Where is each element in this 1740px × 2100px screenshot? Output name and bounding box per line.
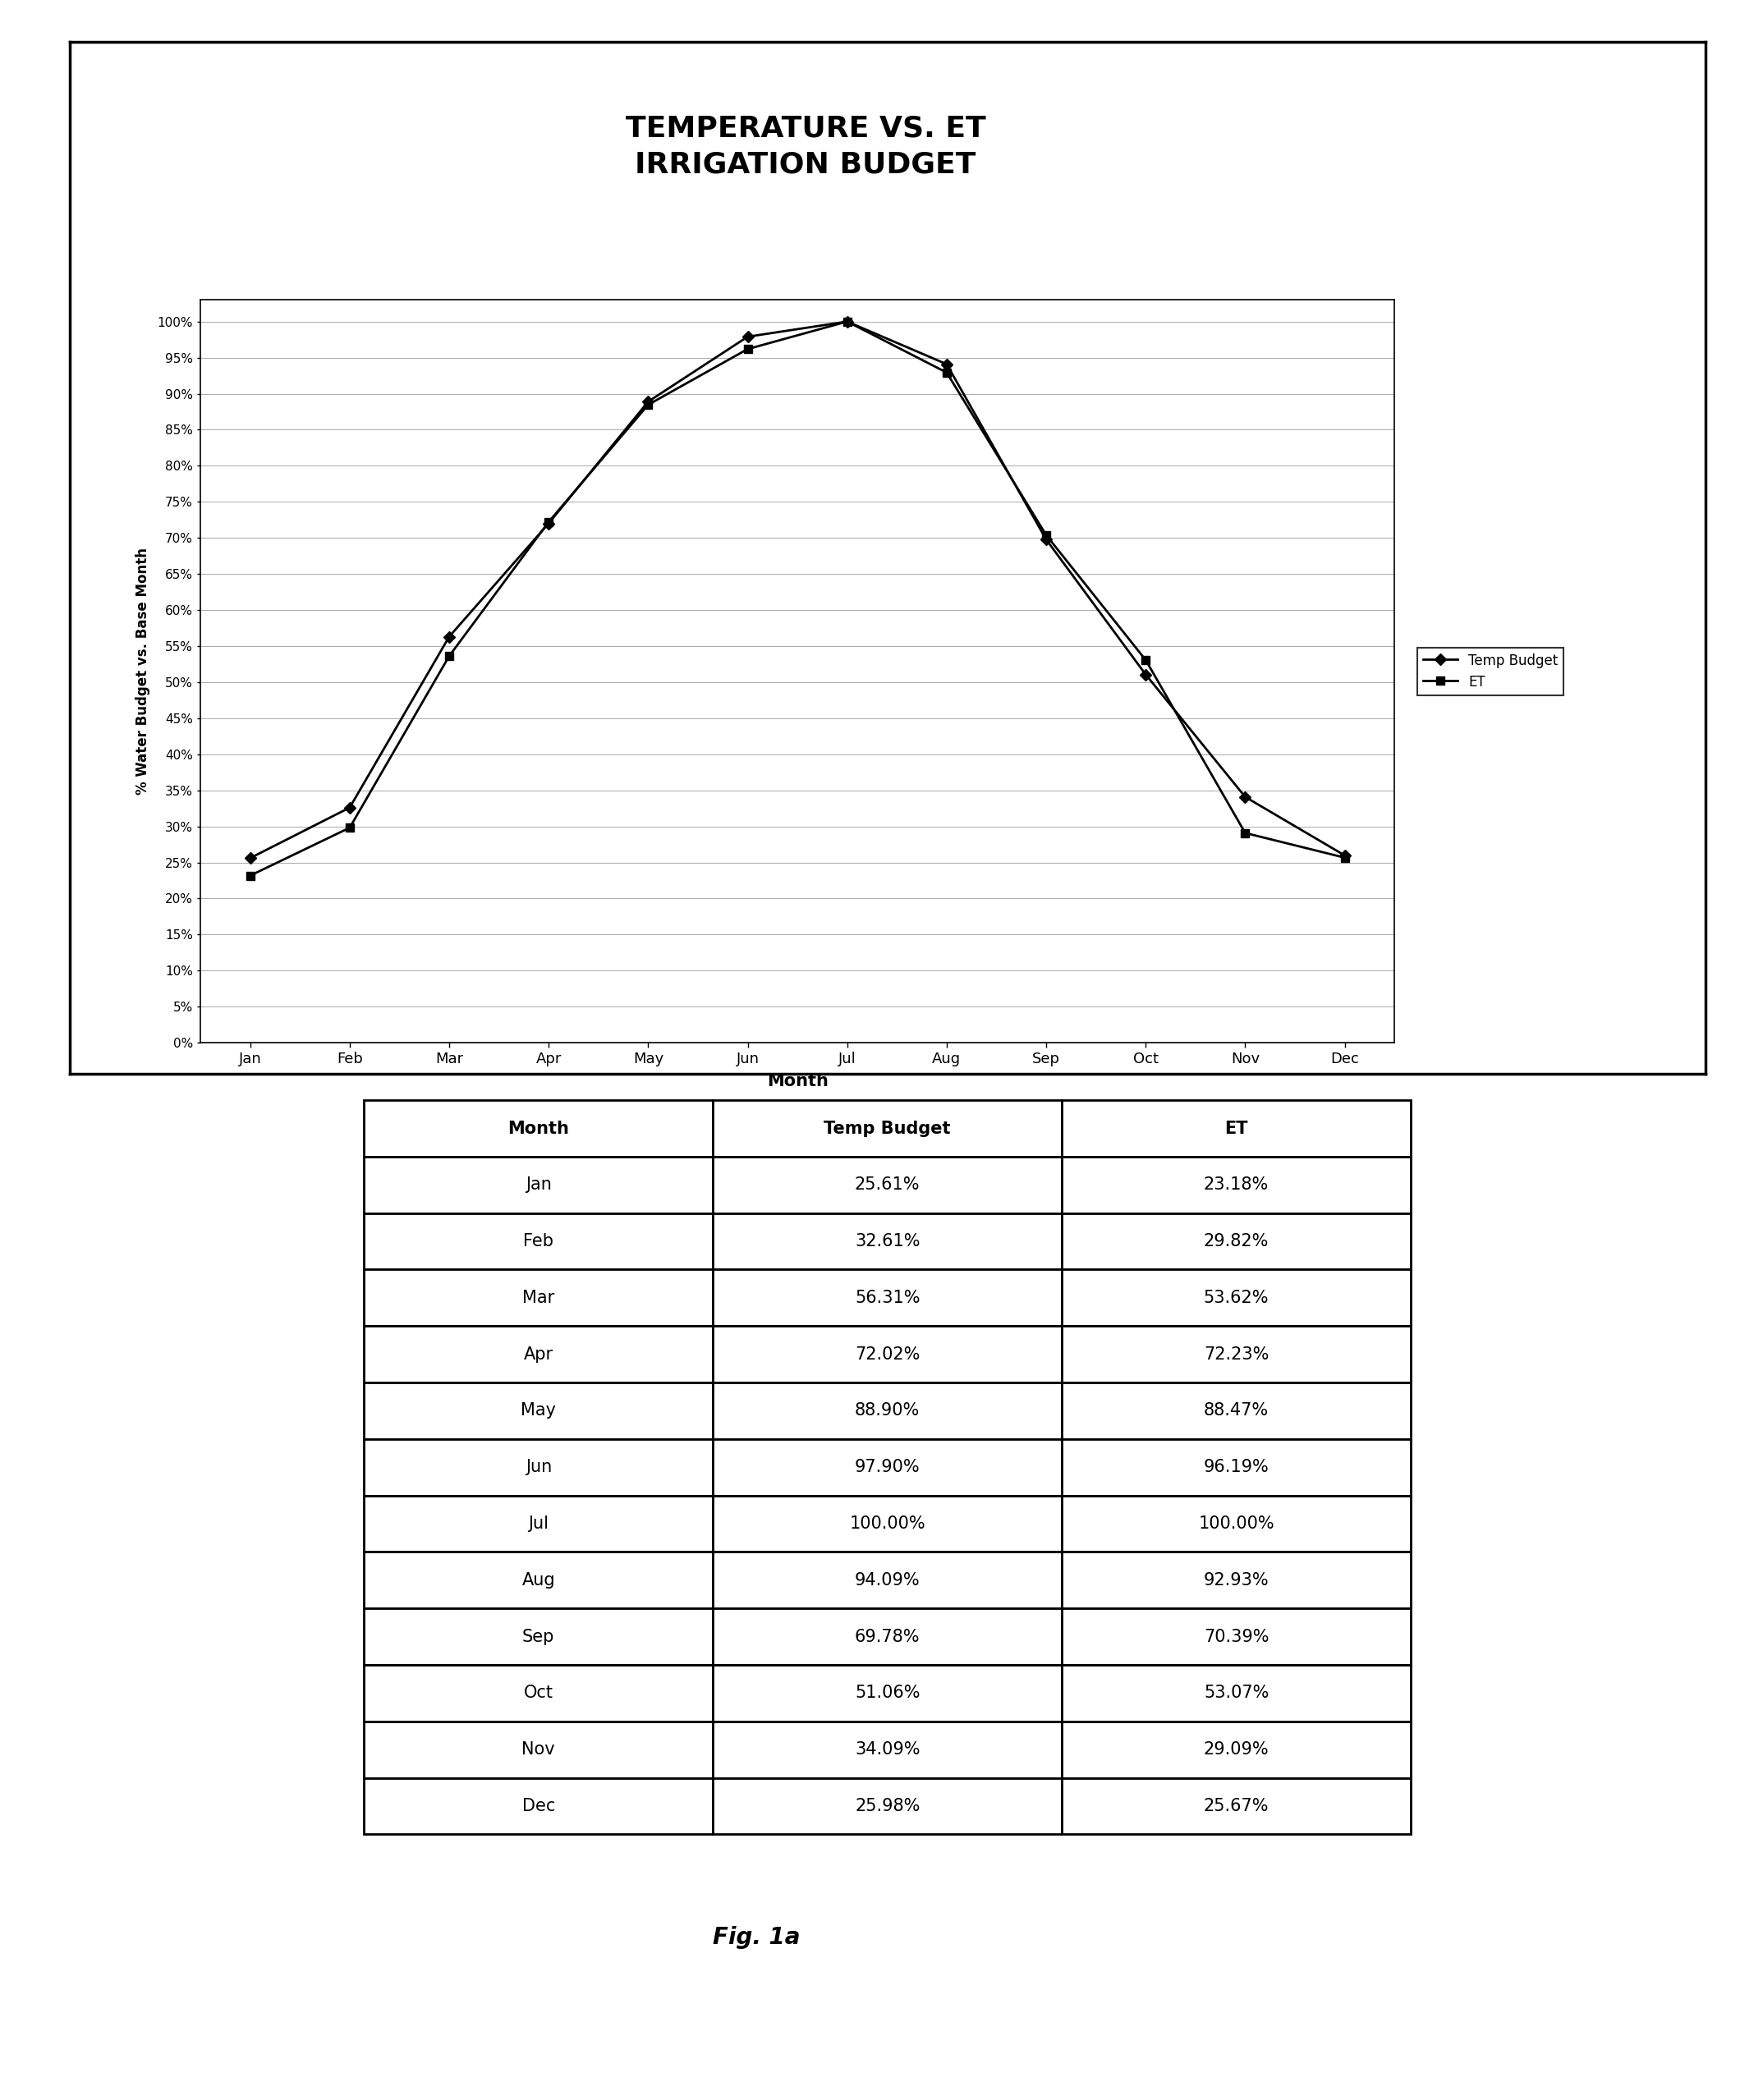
Text: TEMPERATURE VS. ET
IRRIGATION BUDGET: TEMPERATURE VS. ET IRRIGATION BUDGET [625, 113, 987, 178]
Text: Fig. 1a: Fig. 1a [713, 1926, 800, 1949]
Legend: Temp Budget, ET: Temp Budget, ET [1418, 647, 1564, 695]
